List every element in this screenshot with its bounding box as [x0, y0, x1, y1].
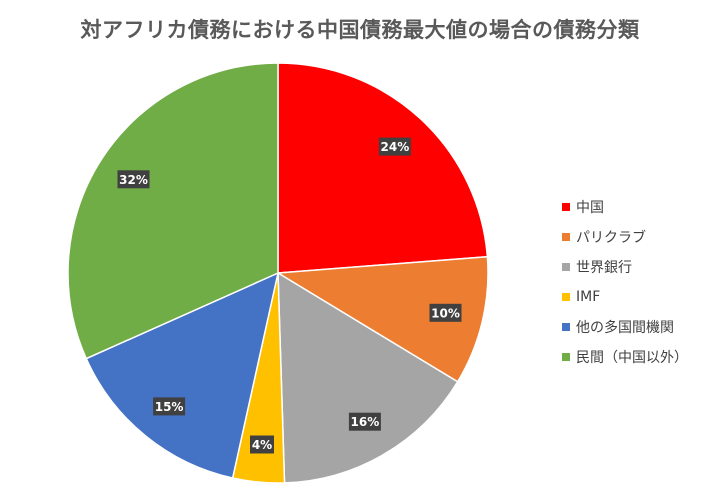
- legend-item-6: 民間（中国以外）: [562, 342, 688, 372]
- legend-label: 民間（中国以外）: [576, 350, 688, 366]
- data-label-box: [250, 435, 274, 454]
- data-label-2: 10%: [429, 303, 462, 322]
- data-label-box: [348, 412, 381, 431]
- data-label-box: [378, 137, 411, 156]
- pie-slice-5: [85, 271, 280, 479]
- legend-item-1: 中国: [562, 192, 688, 222]
- legend-swatch: [562, 323, 570, 331]
- legend-item-4: IMF: [562, 282, 688, 312]
- legend-item-5: 他の多国間機関: [562, 312, 688, 342]
- chart-title: 対アフリカ債務における中国債務最大値の場合の債務分類: [80, 18, 640, 42]
- data-label-text: 24%: [381, 140, 410, 154]
- legend-label: IMF: [576, 289, 601, 305]
- data-label-3: 16%: [348, 412, 381, 431]
- data-label-text: 4%: [252, 438, 272, 452]
- legend-swatch: [562, 263, 570, 271]
- legend-item-3: 世界銀行: [562, 252, 688, 282]
- data-label-text: 10%: [431, 306, 460, 320]
- data-label-text: 15%: [155, 400, 184, 414]
- legend-label: 中国: [576, 200, 604, 216]
- data-label-box: [117, 170, 150, 189]
- legend-swatch: [562, 233, 570, 241]
- legend-label: 世界銀行: [576, 260, 632, 276]
- legend-swatch: [562, 353, 570, 361]
- data-label-5: 15%: [153, 397, 186, 416]
- legend-swatch: [562, 293, 570, 301]
- pie-slice-2: [275, 255, 489, 383]
- pie-slice-3: [277, 271, 459, 484]
- pie-slice-1: [277, 62, 489, 274]
- data-label-4: 4%: [250, 435, 274, 454]
- legend-item-2: パリクラブ: [562, 222, 688, 252]
- data-label-box: [429, 303, 462, 322]
- legend-label: 他の多国間機関: [576, 320, 674, 336]
- legend: 中国パリクラブ世界銀行 IMF 他の多国間機関 民間（中国以外）: [562, 192, 688, 372]
- legend-swatch: [562, 203, 570, 211]
- data-label-6: 32%: [117, 170, 150, 189]
- data-label-text: 16%: [351, 415, 380, 429]
- data-label-1: 24%: [378, 137, 411, 156]
- data-label-text: 32%: [119, 173, 148, 187]
- data-label-box: [153, 397, 186, 416]
- pie-slice-6: [67, 62, 279, 360]
- legend-label: パリクラブ: [576, 230, 646, 246]
